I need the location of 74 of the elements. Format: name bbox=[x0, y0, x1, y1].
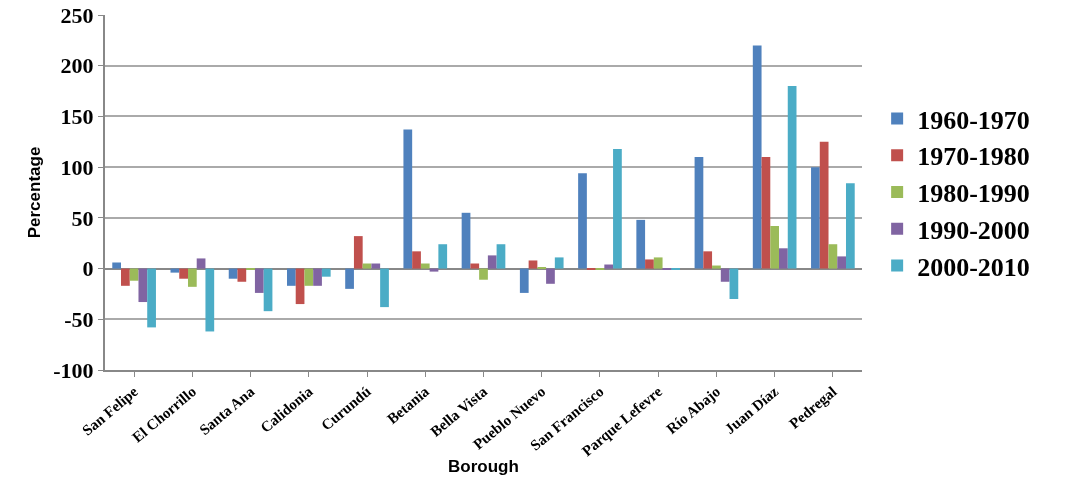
bar bbox=[353, 236, 363, 269]
bar bbox=[752, 45, 762, 269]
legend-label: 1980-1990 bbox=[917, 179, 1030, 209]
x-axis-title: Borough bbox=[448, 457, 519, 477]
bar bbox=[313, 268, 322, 286]
bar bbox=[546, 268, 555, 284]
bar bbox=[420, 263, 430, 269]
bar bbox=[187, 268, 197, 287]
legend-label: 1990-2000 bbox=[917, 215, 1030, 245]
bar bbox=[578, 173, 587, 269]
bar bbox=[636, 219, 646, 269]
bar bbox=[479, 268, 488, 280]
bar bbox=[604, 264, 614, 269]
bar bbox=[496, 244, 506, 269]
bar bbox=[528, 260, 538, 269]
bar bbox=[129, 268, 139, 281]
bar bbox=[845, 183, 855, 269]
bar bbox=[779, 248, 788, 269]
bar bbox=[237, 268, 247, 282]
bar bbox=[837, 256, 846, 269]
bar bbox=[487, 255, 497, 269]
bar bbox=[380, 268, 389, 308]
bar bbox=[263, 268, 273, 312]
bar bbox=[438, 244, 448, 269]
bar bbox=[729, 268, 739, 299]
y-tick-label: 0 bbox=[82, 256, 94, 282]
bar bbox=[147, 268, 156, 328]
bar bbox=[205, 268, 215, 332]
y-tick-label: 200 bbox=[60, 53, 94, 79]
bar bbox=[712, 265, 721, 269]
bar bbox=[720, 268, 730, 282]
y-axis-title: Percentage bbox=[25, 146, 45, 239]
legend-label: 1970-1980 bbox=[917, 142, 1030, 172]
bar bbox=[828, 244, 838, 269]
bar bbox=[170, 268, 180, 273]
y-tick-label: 150 bbox=[60, 104, 94, 130]
bar bbox=[228, 268, 238, 279]
bar bbox=[554, 257, 564, 269]
y-tick-label: 100 bbox=[60, 154, 94, 180]
bar bbox=[138, 268, 148, 303]
bar bbox=[461, 212, 471, 269]
bar bbox=[811, 167, 820, 269]
bar bbox=[304, 268, 314, 286]
bar bbox=[787, 86, 797, 269]
bar bbox=[321, 268, 331, 277]
bar bbox=[254, 268, 264, 293]
bar bbox=[121, 268, 130, 286]
legend-label: 2000-2010 bbox=[917, 252, 1030, 282]
bar bbox=[470, 263, 480, 269]
y-tick-label: -50 bbox=[64, 306, 94, 332]
bar bbox=[179, 268, 188, 279]
bar bbox=[362, 263, 372, 269]
bar bbox=[295, 268, 305, 305]
bar bbox=[112, 262, 122, 269]
bar bbox=[412, 251, 421, 269]
bar bbox=[613, 148, 622, 269]
x-tick-label: Juan Díaz bbox=[721, 383, 782, 438]
bar bbox=[819, 141, 829, 269]
bar bbox=[403, 129, 413, 269]
bar bbox=[653, 257, 663, 269]
bar bbox=[519, 268, 529, 293]
legend-label: 1960-1970 bbox=[917, 105, 1030, 135]
bar bbox=[345, 268, 354, 289]
bar bbox=[645, 259, 654, 269]
bar bbox=[703, 251, 713, 269]
bar bbox=[761, 157, 771, 269]
y-tick-label: 250 bbox=[60, 2, 94, 28]
bar bbox=[286, 268, 296, 286]
bar bbox=[694, 157, 704, 269]
bar bbox=[371, 263, 381, 269]
y-tick-label: 50 bbox=[71, 205, 94, 231]
y-tick-label: -100 bbox=[53, 357, 94, 383]
bar bbox=[196, 258, 206, 269]
bar bbox=[770, 225, 780, 269]
